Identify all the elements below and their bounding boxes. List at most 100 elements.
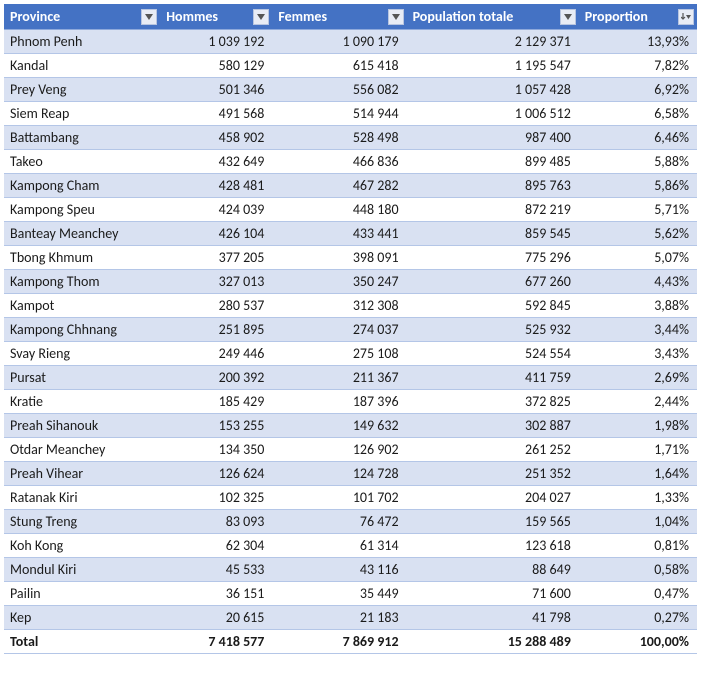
cell-prop: 1,33% — [579, 486, 697, 510]
cell-pop: 411 759 — [407, 366, 579, 390]
cell-femmes: 101 702 — [272, 486, 406, 510]
cell-prop: 13,93% — [579, 30, 697, 54]
sort-desc-icon[interactable] — [678, 9, 694, 25]
cell-prop: 1,71% — [579, 438, 697, 462]
col-header-label: Province — [10, 8, 60, 25]
cell-province: Kep — [4, 606, 160, 630]
table-row: Kampong Cham428 481467 282895 7635,86% — [4, 174, 697, 198]
cell-prop: 5,86% — [579, 174, 697, 198]
cell-province: Pursat — [4, 366, 160, 390]
cell-province: Battambang — [4, 126, 160, 150]
cell-femmes: 275 108 — [272, 342, 406, 366]
cell-province: Tbong Khmum — [4, 246, 160, 270]
filter-dropdown-icon[interactable] — [141, 9, 157, 25]
cell-hommes: 432 649 — [160, 150, 272, 174]
total-cell-province: Total — [4, 630, 160, 654]
table-row: Kandal580 129615 4181 195 5477,82% — [4, 54, 697, 78]
cell-province: Kampong Speu — [4, 198, 160, 222]
cell-femmes: 126 902 — [272, 438, 406, 462]
cell-prop: 5,07% — [579, 246, 697, 270]
cell-femmes: 43 116 — [272, 558, 406, 582]
cell-province: Preah Sihanouk — [4, 414, 160, 438]
cell-province: Kampong Chhnang — [4, 318, 160, 342]
cell-prop: 3,44% — [579, 318, 697, 342]
cell-hommes: 501 346 — [160, 78, 272, 102]
filter-dropdown-icon[interactable] — [560, 9, 576, 25]
col-header-proportion[interactable]: Proportion — [579, 4, 697, 30]
table-row: Siem Reap491 568514 9441 006 5126,58% — [4, 102, 697, 126]
cell-prop: 5,88% — [579, 150, 697, 174]
cell-pop: 677 260 — [407, 270, 579, 294]
cell-pop: 41 798 — [407, 606, 579, 630]
table-total-row: Total7 418 5777 869 91215 288 489100,00% — [4, 630, 697, 654]
cell-hommes: 126 624 — [160, 462, 272, 486]
cell-prop: 5,62% — [579, 222, 697, 246]
table-body: Phnom Penh1 039 1921 090 1792 129 37113,… — [4, 30, 697, 654]
cell-femmes: 1 090 179 — [272, 30, 406, 54]
cell-prop: 6,58% — [579, 102, 697, 126]
filter-dropdown-icon[interactable] — [388, 9, 404, 25]
filter-dropdown-icon[interactable] — [253, 9, 269, 25]
cell-pop: 372 825 — [407, 390, 579, 414]
cell-prop: 0,81% — [579, 534, 697, 558]
cell-pop: 71 600 — [407, 582, 579, 606]
table-row: Svay Rieng249 446275 108524 5543,43% — [4, 342, 697, 366]
cell-hommes: 377 205 — [160, 246, 272, 270]
table-row: Takeo432 649466 836899 4855,88% — [4, 150, 697, 174]
cell-femmes: 466 836 — [272, 150, 406, 174]
cell-hommes: 580 129 — [160, 54, 272, 78]
cell-pop: 775 296 — [407, 246, 579, 270]
table-row: Prey Veng501 346556 0821 057 4286,92% — [4, 78, 697, 102]
table-header-row: Province Hommes Femmes Population totale — [4, 4, 697, 30]
table-row: Banteay Meanchey426 104433 441859 5455,6… — [4, 222, 697, 246]
table-row: Preah Vihear126 624124 728251 3521,64% — [4, 462, 697, 486]
col-header-hommes[interactable]: Hommes — [160, 4, 272, 30]
cell-hommes: 20 615 — [160, 606, 272, 630]
cell-hommes: 428 481 — [160, 174, 272, 198]
cell-hommes: 458 902 — [160, 126, 272, 150]
cell-hommes: 185 429 — [160, 390, 272, 414]
cell-prop: 6,92% — [579, 78, 697, 102]
table-row: Stung Treng83 09376 472159 5651,04% — [4, 510, 697, 534]
col-header-province[interactable]: Province — [4, 4, 160, 30]
cell-prop: 6,46% — [579, 126, 697, 150]
cell-pop: 302 887 — [407, 414, 579, 438]
table-row: Kampong Chhnang251 895274 037525 9323,44… — [4, 318, 697, 342]
col-header-label: Hommes — [166, 8, 218, 25]
col-header-femmes[interactable]: Femmes — [272, 4, 406, 30]
cell-hommes: 280 537 — [160, 294, 272, 318]
cell-hommes: 134 350 — [160, 438, 272, 462]
cell-femmes: 149 632 — [272, 414, 406, 438]
cell-prop: 2,69% — [579, 366, 697, 390]
cell-prop: 4,43% — [579, 270, 697, 294]
cell-femmes: 76 472 — [272, 510, 406, 534]
cell-prop: 0,58% — [579, 558, 697, 582]
cell-pop: 524 554 — [407, 342, 579, 366]
cell-hommes: 200 392 — [160, 366, 272, 390]
cell-prop: 1,64% — [579, 462, 697, 486]
cell-prop: 0,47% — [579, 582, 697, 606]
cell-pop: 88 649 — [407, 558, 579, 582]
cell-province: Kampot — [4, 294, 160, 318]
cell-pop: 592 845 — [407, 294, 579, 318]
cell-province: Takeo — [4, 150, 160, 174]
col-header-label: Population totale — [413, 8, 514, 25]
cell-province: Phnom Penh — [4, 30, 160, 54]
cell-hommes: 36 151 — [160, 582, 272, 606]
cell-femmes: 274 037 — [272, 318, 406, 342]
cell-pop: 251 352 — [407, 462, 579, 486]
cell-pop: 1 057 428 — [407, 78, 579, 102]
cell-province: Svay Rieng — [4, 342, 160, 366]
cell-province: Otdar Meanchey — [4, 438, 160, 462]
cell-femmes: 398 091 — [272, 246, 406, 270]
cell-province: Banteay Meanchey — [4, 222, 160, 246]
cell-pop: 895 763 — [407, 174, 579, 198]
cell-province: Preah Vihear — [4, 462, 160, 486]
cell-pop: 987 400 — [407, 126, 579, 150]
cell-province: Pailin — [4, 582, 160, 606]
col-header-population[interactable]: Population totale — [407, 4, 579, 30]
cell-pop: 261 252 — [407, 438, 579, 462]
cell-pop: 1 195 547 — [407, 54, 579, 78]
cell-province: Prey Veng — [4, 78, 160, 102]
cell-femmes: 528 498 — [272, 126, 406, 150]
